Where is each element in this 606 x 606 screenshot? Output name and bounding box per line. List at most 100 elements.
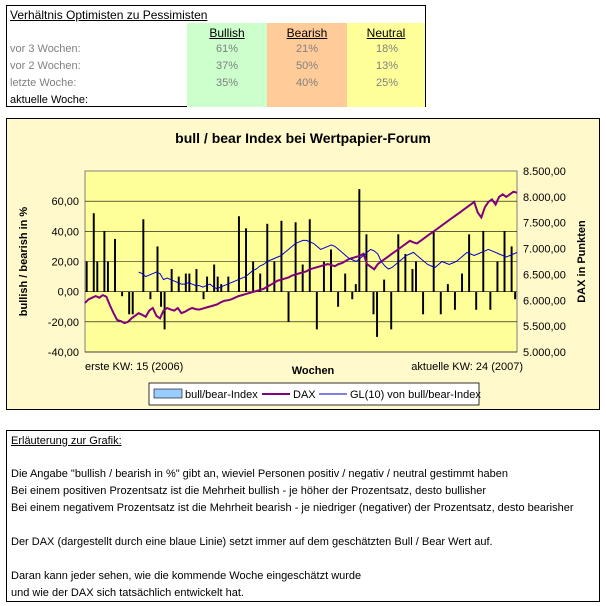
row-label-3w: vor 3 Wochen: xyxy=(10,43,81,55)
y2-tick-label: 6.000,00 xyxy=(523,295,566,307)
bar xyxy=(308,219,311,292)
bar xyxy=(92,213,95,292)
y2-tick-label: 7.000,00 xyxy=(523,244,566,256)
bar xyxy=(149,291,152,300)
bar xyxy=(461,273,463,292)
dax-line xyxy=(84,190,518,325)
row-label-2w: vor 2 Wochen: xyxy=(10,60,81,72)
y-tick-label: -20,00 xyxy=(48,317,79,329)
bar xyxy=(85,261,88,292)
bar xyxy=(337,291,340,307)
bar xyxy=(397,234,400,292)
bar xyxy=(315,291,318,330)
bar xyxy=(202,291,205,300)
bar xyxy=(106,261,109,292)
bar xyxy=(376,291,379,337)
cell-1w-bullish: 35% xyxy=(215,77,239,89)
bar xyxy=(475,291,478,310)
bar xyxy=(131,291,134,315)
y-axis-label: bullish / bearish in % xyxy=(18,207,30,317)
legend-label-dax: DAX xyxy=(293,389,316,401)
bar xyxy=(322,261,325,292)
bar xyxy=(404,253,407,292)
bar xyxy=(330,249,332,292)
y2-tick-label: 8.000,00 xyxy=(523,192,566,204)
bar xyxy=(160,291,163,307)
explanation-heading: Erläuterung zur Grafik: xyxy=(11,435,122,447)
chart-title: bull / bear Index bei Wertpapier-Forum xyxy=(175,130,431,146)
chart-area: -40,00 -20,00 0,00 20,00 40,00 60,00 5.000,00 5… xyxy=(6,118,600,410)
bar xyxy=(489,291,492,310)
bar xyxy=(354,284,357,292)
bar xyxy=(439,291,442,315)
bar xyxy=(514,291,517,300)
explanation-line-3: Bei einem negativem Prozentsatz ist die … xyxy=(11,502,574,514)
y-tick-label: 0,00 xyxy=(58,287,79,299)
bar xyxy=(213,264,216,292)
y2-tick-label: 5.000,00 xyxy=(523,347,566,359)
legend-box xyxy=(148,382,480,406)
bar xyxy=(510,246,513,292)
cell-2w-bullish: 37% xyxy=(215,60,239,72)
bar xyxy=(383,279,386,292)
ratio-table: Verhältnis Optimisten zu Pessimisten Bul… xyxy=(6,5,426,107)
bar xyxy=(390,291,393,330)
bar xyxy=(128,291,131,315)
explanation-line-1: Die Angabe "bullish / bearish in %" gibt… xyxy=(11,468,508,480)
bar xyxy=(216,276,219,292)
bar xyxy=(422,291,425,315)
header-bearish: Bearish xyxy=(286,26,328,40)
cell-1w-bearish: 40% xyxy=(295,77,319,89)
bar xyxy=(453,291,456,310)
bullish-column-bg xyxy=(187,23,267,107)
row-label-current: aktuelle Woche: xyxy=(10,94,89,106)
row-label-1w: letzte Woche: xyxy=(10,77,77,89)
x-end-label: aktuelle KW: 24 (2007) xyxy=(411,361,523,373)
bar xyxy=(273,261,276,292)
bar xyxy=(294,222,297,292)
y2-tick-label: 7.500,00 xyxy=(523,218,566,230)
bar xyxy=(372,291,375,315)
explanation-box: Erläuterung zur Grafik: Die Angabe "bull… xyxy=(6,430,600,602)
bar xyxy=(468,234,471,292)
bar xyxy=(432,231,435,292)
bar xyxy=(259,273,262,292)
y2-tick-label: 6.500,00 xyxy=(523,269,566,281)
bearish-column-bg xyxy=(267,23,347,107)
bar xyxy=(411,269,414,292)
bar xyxy=(114,238,116,292)
cell-2w-bearish: 50% xyxy=(295,60,319,72)
bar xyxy=(103,231,106,292)
bar xyxy=(446,284,449,292)
bar xyxy=(156,246,159,292)
table-title: Verhältnis Optimisten zu Pessimisten xyxy=(10,8,208,22)
cell-3w-bearish: 21% xyxy=(295,43,319,55)
bar xyxy=(496,261,499,292)
bar xyxy=(482,231,485,292)
explanation-line-2: Bei einem positiven Prozentsatz ist die … xyxy=(11,485,487,497)
gl10-line xyxy=(138,239,518,290)
bar xyxy=(287,291,290,322)
bar xyxy=(301,264,304,292)
explanation-line-4: Der DAX (dargestellt durch eine blaue Li… xyxy=(11,536,493,548)
explanation-line-5: Daran kann jeder sehen, wie die kommende… xyxy=(11,570,362,582)
bar xyxy=(266,223,269,292)
y-tick-label: 40,00 xyxy=(51,226,79,238)
x-start-label: erste KW: 15 (2006) xyxy=(85,361,183,373)
bar xyxy=(358,189,361,292)
bar xyxy=(237,216,240,292)
explanation-line-6: und wie der DAX sich tatsächlich entwick… xyxy=(11,587,244,599)
cell-3w-neutral: 18% xyxy=(375,43,399,55)
bar xyxy=(351,291,354,300)
x-axis-label: Wochen xyxy=(292,365,335,377)
y2-tick-label: 8.500,00 xyxy=(523,166,566,178)
bar xyxy=(96,261,99,292)
legend-label-bars: bull/bear-Index xyxy=(185,389,258,401)
legend-swatch-bars xyxy=(153,388,183,399)
bar xyxy=(177,276,180,292)
bar xyxy=(142,219,145,292)
y-tick-label: -40,00 xyxy=(48,347,79,359)
y-tick-label: 20,00 xyxy=(51,257,79,269)
y2-axis-label: DAX in Punkten xyxy=(576,220,588,303)
cell-1w-neutral: 25% xyxy=(375,77,399,89)
